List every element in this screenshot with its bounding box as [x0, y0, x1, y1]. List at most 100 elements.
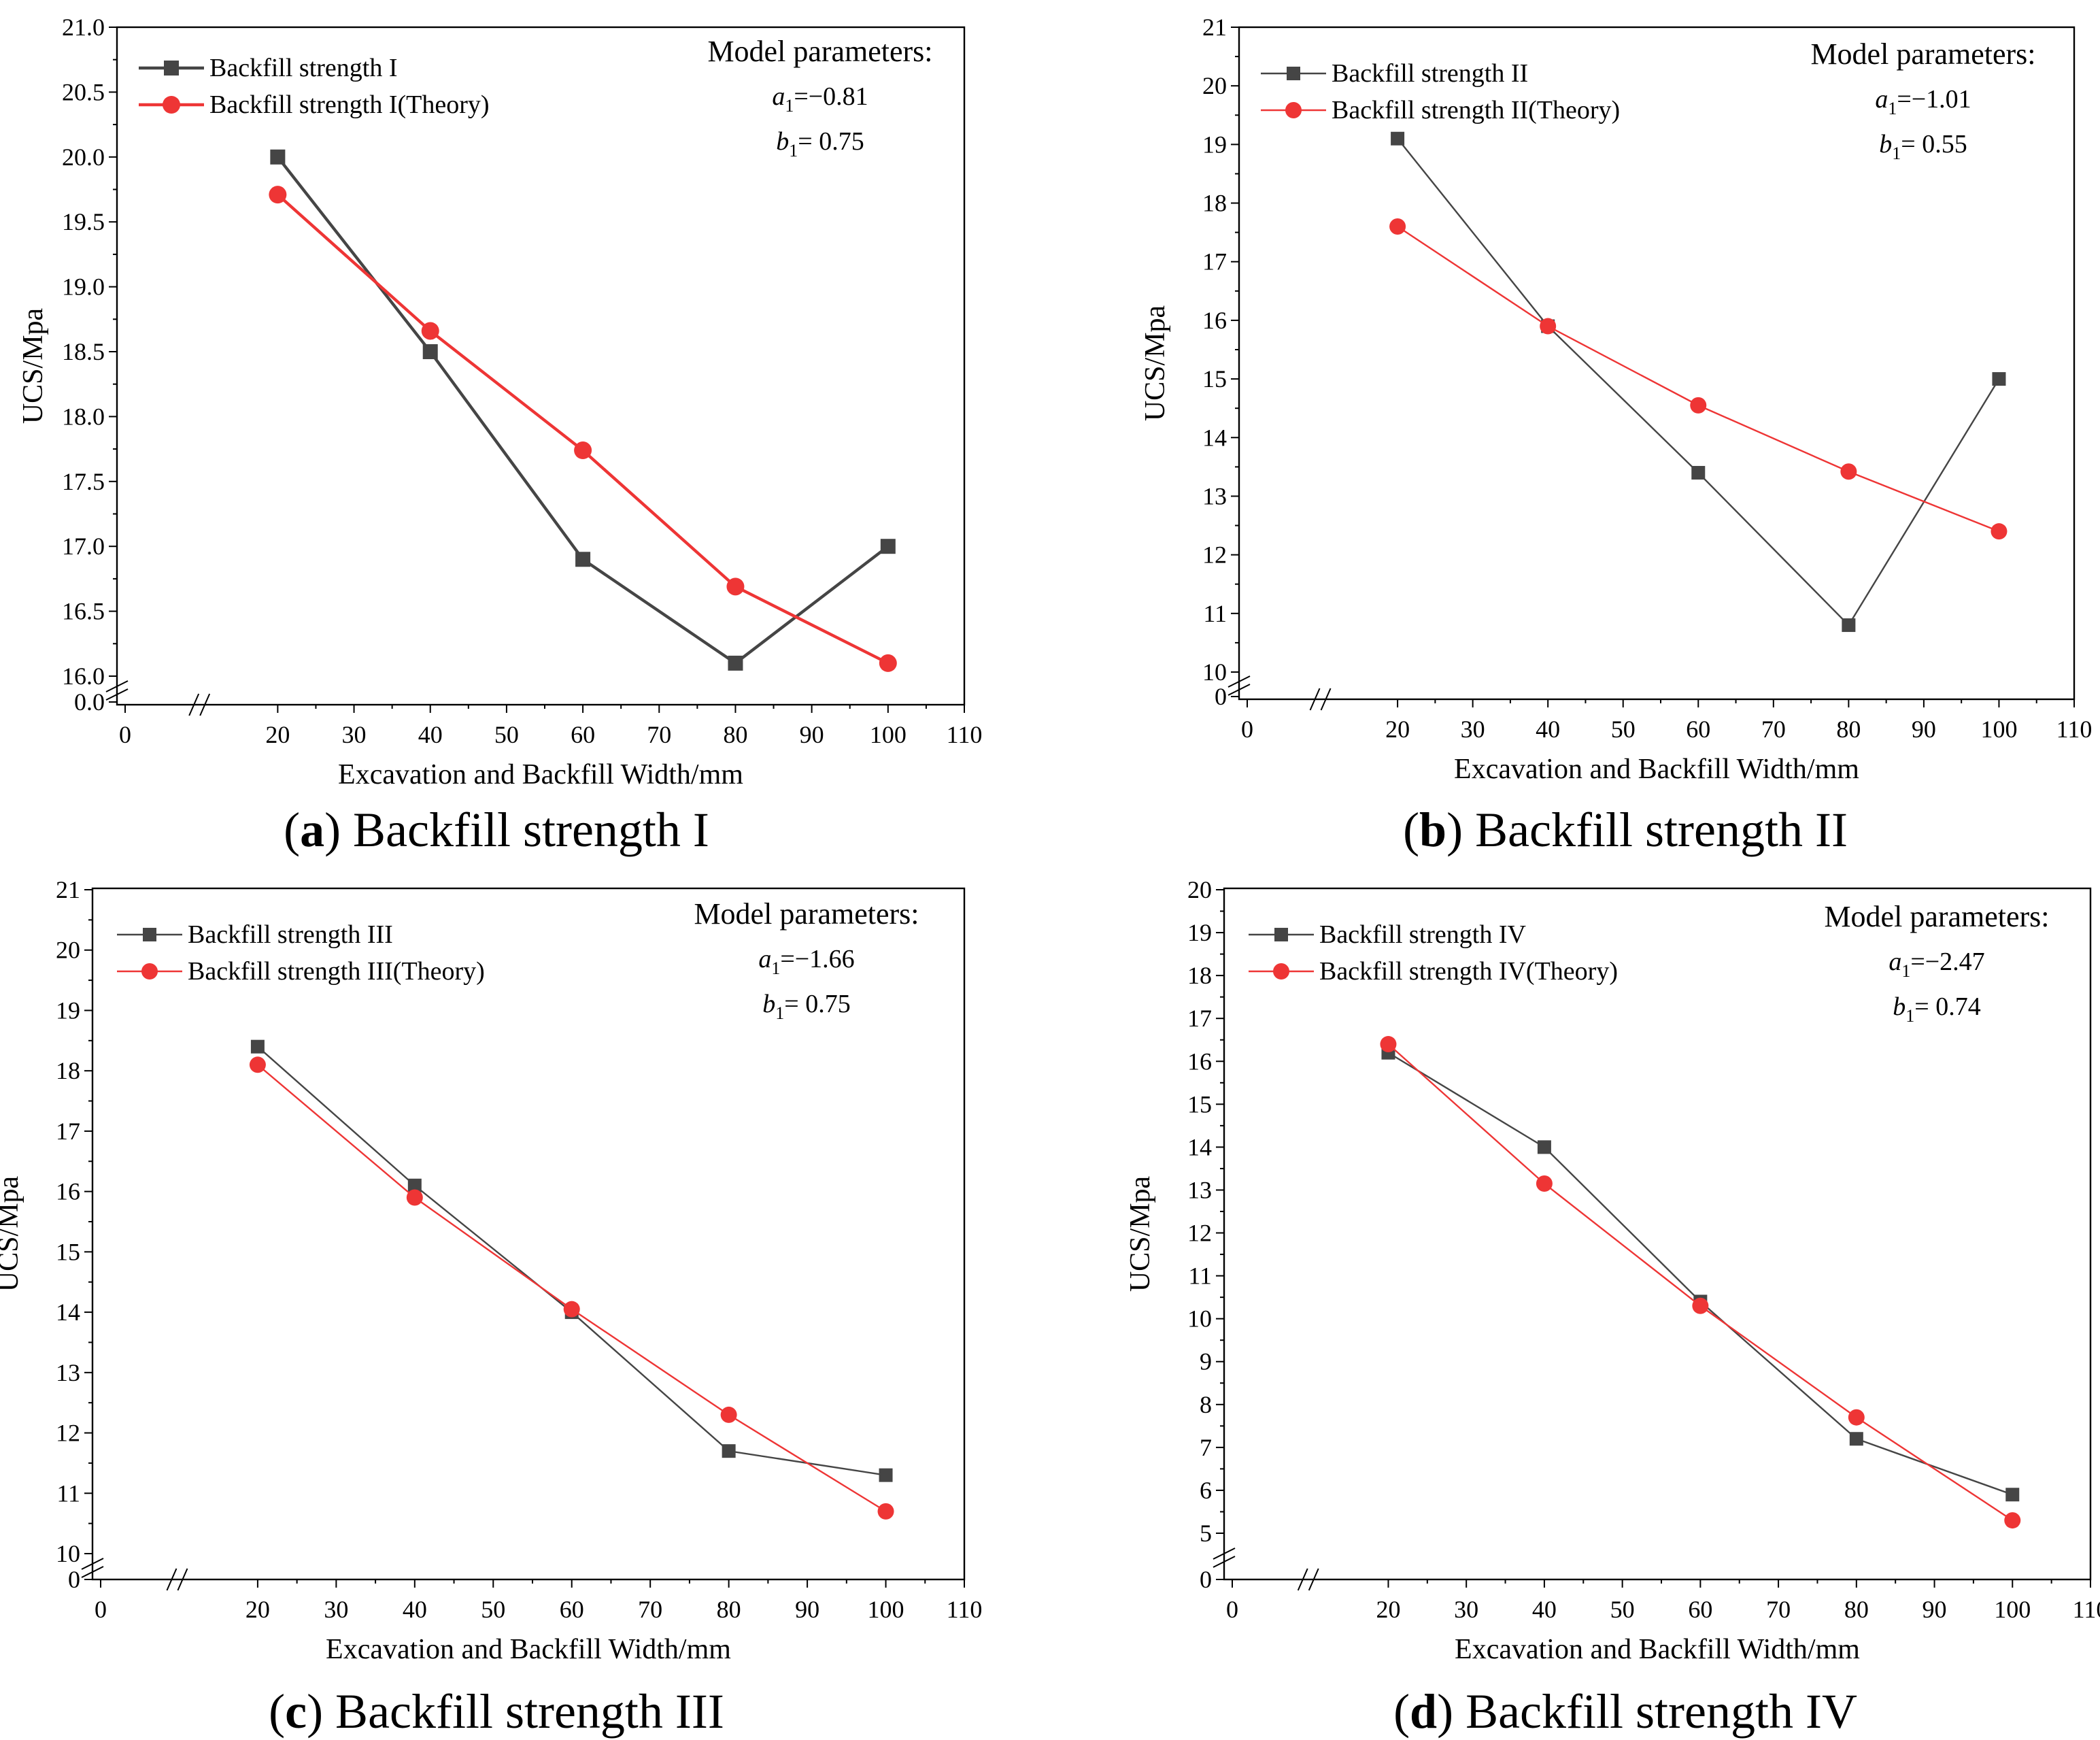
y-tick-label: 18 [1202, 190, 1227, 217]
param-symbol: b [1879, 130, 1892, 158]
x-tick-label: 50 [481, 1596, 505, 1623]
y-tick-label: 10 [1187, 1305, 1212, 1333]
x-axis-break [199, 693, 211, 716]
x-tick-label: 80 [1844, 1596, 1869, 1623]
x-tick-label: 20 [245, 1596, 270, 1623]
y-axis-break [1213, 1547, 1236, 1560]
legend-label: Backfill strength I [209, 54, 397, 82]
x-tick-label: 100 [870, 721, 907, 748]
x-tick-label: 80 [717, 1596, 741, 1623]
param-value: = 0.75 [798, 127, 864, 156]
y-tick-label: 15 [56, 1238, 80, 1265]
y-tick-label: 14 [56, 1299, 80, 1326]
plot-frame [116, 26, 966, 706]
panel-caption: (a) Backfill strength I [284, 803, 709, 857]
x-tick-label: 0 [1226, 1596, 1238, 1623]
data-point-circle [879, 654, 897, 672]
series-line-theory [1397, 226, 1999, 533]
data-point-circle [1380, 1036, 1397, 1053]
caption-letter: b [1419, 803, 1446, 857]
y-axis-label: UCS/Mpa [1125, 1175, 1156, 1292]
y-tick-label: 10 [56, 1540, 80, 1567]
x-axis-label: Excavation and Backfill Width/mm [338, 759, 743, 790]
x-tick-label: 20 [1385, 716, 1410, 743]
param-b: b1= 0.55 [1879, 130, 1967, 163]
data-point-circle [269, 186, 287, 204]
series-line-measured [1397, 137, 2000, 626]
x-tick-label: 70 [1761, 716, 1786, 743]
legend-circle-icon [1285, 102, 1302, 118]
param-subscript: 1 [789, 141, 798, 161]
param-symbol: a [1889, 948, 1901, 976]
y-tick-label: 15 [1202, 365, 1227, 392]
y-tick-label: 13 [1187, 1176, 1212, 1203]
y-tick-label: 18 [56, 1057, 80, 1084]
param-b: b1= 0.75 [776, 127, 864, 161]
data-point-square [1391, 131, 1405, 146]
legend-label: Backfill strength IV [1319, 920, 1526, 949]
y-tick-label: 11 [1188, 1262, 1212, 1290]
caption-title: Backfill strength I [353, 803, 709, 857]
caption-paren-close: ) [1446, 803, 1475, 857]
y-tick-label: 0 [1215, 683, 1227, 710]
y-tick-label: 19 [1202, 131, 1227, 158]
x-tick-label: 100 [1994, 1596, 2031, 1623]
param-subscript: 1 [1901, 961, 1910, 981]
caption-paren-open: ( [1403, 803, 1419, 857]
param-subscript: 1 [1906, 1006, 1914, 1026]
data-point-circle [1536, 1175, 1553, 1192]
data-point-square [728, 655, 743, 671]
caption-title: Backfill strength III [335, 1684, 724, 1739]
x-tick-label: 110 [947, 1596, 983, 1623]
data-point-circle [2004, 1512, 2021, 1529]
x-tick-label: 60 [1686, 716, 1710, 743]
data-point-square [1992, 372, 2006, 386]
panel-caption: (c) Backfill strength III [269, 1684, 724, 1739]
x-tick-label: 30 [342, 721, 367, 748]
param-symbol: a [1875, 85, 1888, 114]
y-tick-label: 10 [1202, 658, 1227, 686]
param-subscript: 1 [1892, 144, 1901, 163]
y-tick-label: 20 [1202, 72, 1227, 99]
y-tick-label: 20.5 [62, 78, 105, 105]
x-axis-break [1320, 688, 1332, 711]
y-axis-break [81, 1558, 104, 1570]
data-point-square [2005, 1488, 2020, 1502]
caption-paren-open: ( [1393, 1684, 1410, 1739]
data-point-circle [1692, 1297, 1709, 1314]
y-tick-label: 5 [1200, 1520, 1212, 1547]
param-symbol: a [758, 945, 771, 973]
caption-title: Backfill strength IV [1466, 1684, 1857, 1739]
x-tick-label: 60 [571, 721, 595, 748]
x-axis-label: Excavation and Backfill Width/mm [1455, 1634, 1860, 1665]
data-point-square [1537, 1140, 1551, 1154]
series-line-measured [257, 1045, 886, 1476]
data-point-circle [421, 322, 439, 340]
y-tick-label: 16 [1187, 1048, 1212, 1075]
param-value: =−1.01 [1897, 85, 1971, 114]
y-tick-label: 17 [1187, 1005, 1212, 1032]
data-point-square [270, 149, 286, 165]
x-tick-label: 40 [1532, 1596, 1557, 1623]
y-axis-break [105, 680, 129, 692]
legend-square-icon [1274, 928, 1288, 941]
series-line-theory [257, 1064, 887, 1512]
param-subscript: 1 [785, 96, 794, 116]
y-axis-break [1227, 675, 1251, 688]
param-value: =−1.66 [780, 945, 854, 973]
x-tick-label: 70 [638, 1596, 662, 1623]
legend-circle-icon [163, 96, 180, 114]
y-tick-label: 19.5 [62, 208, 105, 235]
legend-circle-icon [141, 963, 158, 980]
x-tick-label: 30 [1461, 716, 1485, 743]
y-tick-label: 16 [1202, 307, 1227, 334]
legend-square-icon [164, 61, 179, 76]
y-tick-label: 21.0 [62, 14, 105, 41]
x-axis-break [1309, 688, 1321, 711]
legend-circle-icon [1273, 963, 1289, 980]
x-tick-label: 50 [494, 721, 519, 748]
param-value: =−2.47 [1910, 948, 1984, 976]
x-axis-break [166, 1568, 177, 1591]
